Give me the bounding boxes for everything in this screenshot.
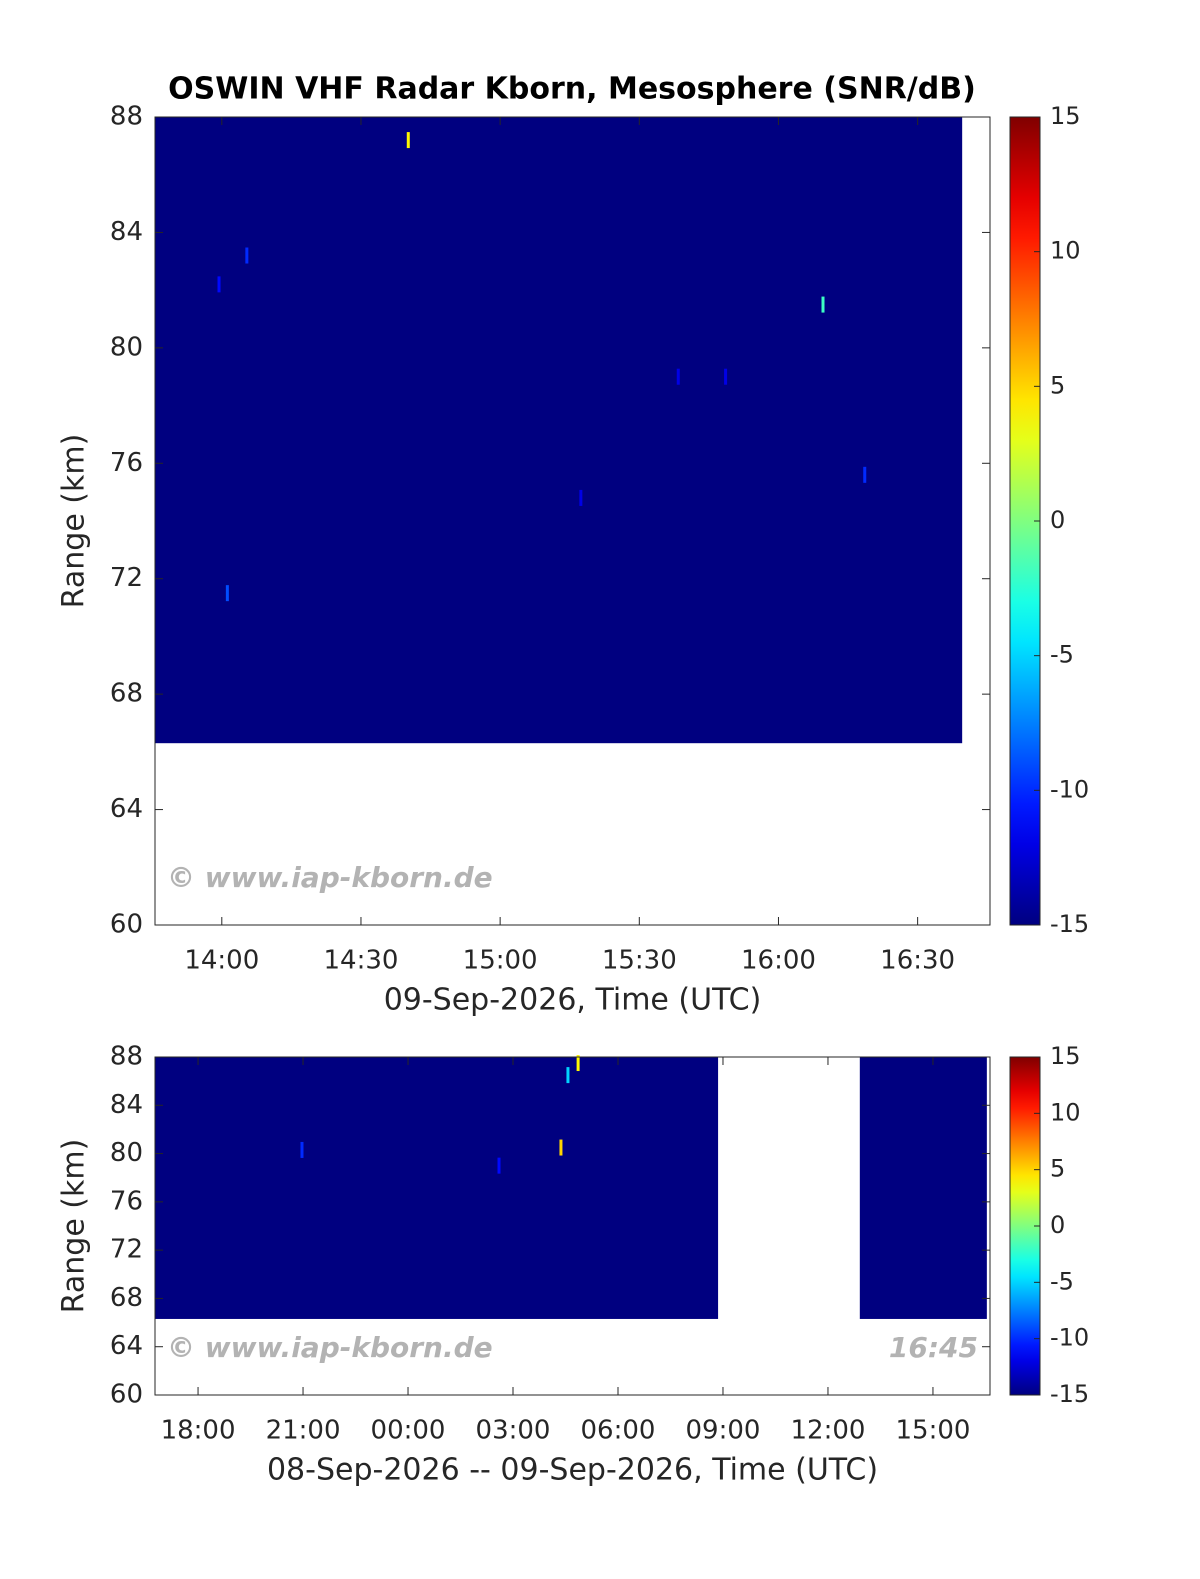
echo [217, 276, 221, 293]
echo [576, 1055, 580, 1072]
echo [579, 489, 583, 506]
x-axis-label: 08-Sep-2026 -- 09-Sep-2026, Time (UTC) [267, 1453, 878, 1488]
echo [245, 247, 249, 264]
x-axis-label: 09-Sep-2026, Time (UTC) [384, 983, 762, 1018]
y-tick-label: 88 [110, 1042, 143, 1072]
watermark: © www.iap-kborn.de [167, 861, 493, 894]
x-tick-label: 03:00 [476, 1416, 551, 1446]
y-tick-label: 68 [110, 1283, 143, 1313]
colorbar-tick-label: 5 [1050, 371, 1065, 399]
y-tick-label: 60 [110, 1380, 143, 1410]
x-tick-label: 15:00 [463, 946, 538, 976]
colorbar-tick-label: -10 [1050, 1324, 1089, 1352]
y-tick-label: 72 [110, 563, 143, 593]
x-tick-label: 14:00 [184, 946, 259, 976]
y-tick-label: 80 [110, 1138, 143, 1168]
x-tick-label: 14:30 [323, 946, 398, 976]
colorbar-tick-label: -15 [1050, 1380, 1089, 1408]
colorbar-tick-label: 10 [1050, 237, 1081, 265]
y-tick-label: 76 [110, 1186, 143, 1216]
colorbar-tick-label: 15 [1050, 102, 1081, 130]
colorbar-tick-label: 10 [1050, 1098, 1081, 1126]
colorbar-tick-label: 0 [1050, 1211, 1065, 1239]
colorbar-tick-label: -5 [1050, 641, 1074, 669]
y-axis-label: Range (km) [57, 434, 92, 609]
timestamp: 16:45 [889, 1331, 978, 1364]
echo [566, 1067, 570, 1084]
y-tick-label: 72 [110, 1235, 143, 1265]
echo [863, 466, 867, 483]
x-tick-label: 18:00 [161, 1416, 236, 1446]
colorbar-tick-label: 15 [1050, 1042, 1081, 1070]
echo [821, 296, 825, 313]
colorbar-tick-label: -15 [1050, 910, 1089, 938]
data-block [155, 1057, 719, 1319]
x-tick-label: 16:30 [880, 946, 955, 976]
y-tick-label: 88 [110, 102, 143, 132]
colorbar-tick-label: 0 [1050, 506, 1065, 534]
echo [676, 368, 680, 385]
chart-title: OSWIN VHF Radar Kborn, Mesosphere (SNR/d… [168, 72, 976, 107]
x-tick-label: 15:30 [602, 946, 677, 976]
y-tick-label: 64 [110, 1331, 143, 1361]
watermark: © www.iap-kborn.de [167, 1331, 493, 1364]
data-block [859, 1057, 987, 1319]
y-tick-label: 76 [110, 448, 143, 478]
echo [724, 368, 728, 385]
echo [406, 132, 410, 149]
x-tick-label: 00:00 [371, 1416, 446, 1446]
x-tick-label: 16:00 [741, 946, 816, 976]
echo [300, 1141, 304, 1158]
x-tick-label: 12:00 [791, 1416, 866, 1446]
axes-box [154, 1056, 991, 1396]
axes-box [154, 116, 991, 926]
y-tick-label: 68 [110, 679, 143, 709]
x-tick-label: 21:00 [266, 1416, 341, 1446]
x-tick-label: 06:00 [581, 1416, 656, 1446]
echo [225, 585, 229, 602]
y-tick-label: 64 [110, 794, 143, 824]
colorbar-tick-label: 5 [1050, 1155, 1065, 1183]
x-tick-label: 15:00 [895, 1416, 970, 1446]
y-tick-label: 60 [110, 910, 143, 940]
x-tick-label: 09:00 [686, 1416, 761, 1446]
y-tick-label: 84 [110, 1090, 143, 1120]
colorbar-tick-label: -5 [1050, 1267, 1074, 1295]
y-tick-label: 80 [110, 332, 143, 362]
echo [559, 1139, 563, 1156]
data-block [155, 117, 963, 744]
y-axis-label: Range (km) [57, 1139, 92, 1314]
y-tick-label: 84 [110, 217, 143, 247]
echo [497, 1157, 501, 1174]
colorbar-tick-label: -10 [1050, 775, 1089, 803]
